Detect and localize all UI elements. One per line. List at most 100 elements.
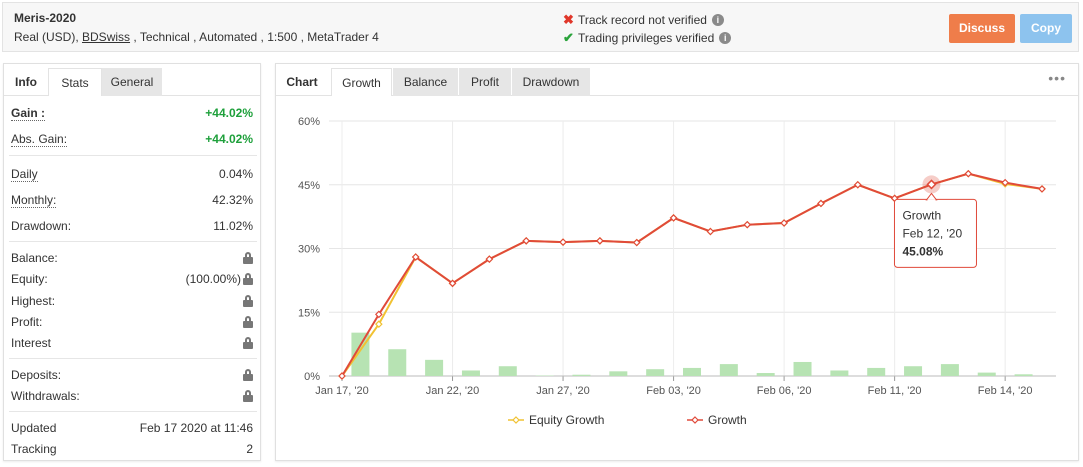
lock-icon bbox=[243, 316, 253, 328]
monthly-label[interactable]: Monthly: bbox=[11, 192, 57, 208]
highlight-point bbox=[926, 179, 937, 190]
daily-bar bbox=[498, 366, 517, 376]
stats-tabs: Info Stats General bbox=[4, 64, 260, 96]
monthly-row: Monthly: 42.32% bbox=[11, 190, 253, 210]
system-details: , Technical , Automated , 1:500 , MetaTr… bbox=[130, 30, 379, 44]
daily-row: Daily 0.04% bbox=[11, 164, 253, 184]
daily-label[interactable]: Daily bbox=[11, 166, 38, 182]
stats-panel: Info Stats General Gain : +44.02% Abs. G… bbox=[3, 63, 261, 461]
drawdown-row: Drawdown: 11.02% bbox=[11, 216, 253, 236]
discuss-button[interactable]: Discuss bbox=[949, 14, 1015, 43]
growth-point bbox=[411, 253, 420, 261]
tab-growth[interactable]: Growth bbox=[331, 68, 392, 96]
growth-point bbox=[338, 372, 346, 380]
y-tick-label: 30% bbox=[298, 244, 320, 256]
profit-label: Profit: bbox=[11, 315, 43, 329]
daily-bar bbox=[388, 349, 407, 376]
chart-panel: Chart Growth Balance Profit Drawdown •••… bbox=[275, 63, 1079, 461]
growth-legend-marker bbox=[691, 416, 699, 424]
withdrawals-row: Withdrawals: bbox=[11, 386, 253, 406]
growth-point bbox=[522, 237, 531, 245]
interest-label: Interest bbox=[11, 336, 52, 350]
updated-value: Feb 17 2020 at 11:46 bbox=[139, 421, 253, 435]
growth-point bbox=[964, 169, 973, 178]
trading-privileges-status: ✔ Trading privileges verified i bbox=[563, 30, 732, 46]
interest-row: Interest bbox=[11, 333, 253, 353]
system-header: Meris-2020 Real (USD), BDSwiss , Technic… bbox=[2, 2, 1079, 52]
cross-icon: ✖ bbox=[563, 12, 574, 27]
x-tick-label: Feb 14, '20 bbox=[978, 385, 1033, 397]
tab-drawdown[interactable]: Drawdown bbox=[512, 68, 590, 96]
daily-bar bbox=[572, 374, 591, 376]
info-icon[interactable]: i bbox=[719, 32, 732, 44]
y-tick-label: 60% bbox=[298, 116, 320, 128]
broker-link[interactable]: BDSwiss bbox=[82, 30, 131, 44]
growth-point bbox=[374, 310, 383, 319]
equity-value: (100.00%) bbox=[185, 272, 241, 286]
daily-value: 0.04% bbox=[218, 167, 253, 181]
track-record-text: Track record not verified bbox=[578, 13, 707, 27]
account-type: Real (USD), bbox=[14, 30, 83, 44]
y-tick-label: 15% bbox=[298, 307, 320, 319]
tab-general[interactable]: General bbox=[102, 68, 162, 96]
growth-point bbox=[559, 238, 567, 246]
check-icon: ✔ bbox=[563, 30, 574, 45]
growth-chart[interactable]: 0% 15% 30% 45% 60% Jan 17, '20 Jan 22, '20 Jan … bbox=[276, 97, 1078, 461]
tooltip-title: Growth bbox=[902, 208, 941, 222]
tracking-row: Tracking 2 bbox=[11, 439, 253, 459]
daily-bar bbox=[756, 373, 775, 376]
daily-bar bbox=[461, 370, 480, 376]
growth-legend-label: Growth bbox=[708, 413, 747, 427]
divider bbox=[9, 411, 257, 412]
copy-button[interactable]: Copy bbox=[1020, 14, 1072, 43]
growth-point bbox=[780, 219, 788, 227]
x-tick-label: Feb 11, '20 bbox=[868, 385, 922, 397]
lock-icon bbox=[243, 369, 253, 381]
x-tick-label: Jan 27, '20 bbox=[536, 385, 589, 397]
balance-row: Balance: bbox=[11, 248, 253, 268]
tracking-value: 2 bbox=[246, 442, 253, 456]
abs-gain-row: Abs. Gain: +44.02% bbox=[11, 129, 253, 149]
lock-icon bbox=[243, 273, 253, 285]
track-record-status: ✖ Track record not verified i bbox=[563, 12, 724, 28]
more-options-icon[interactable]: ••• bbox=[1048, 70, 1066, 86]
tab-stats[interactable]: Stats bbox=[48, 68, 102, 96]
balance-label: Balance: bbox=[11, 251, 58, 265]
tooltip-value: 45.08% bbox=[902, 244, 943, 258]
growth-point bbox=[706, 227, 715, 236]
info-icon[interactable]: i bbox=[711, 14, 724, 26]
lock-icon bbox=[243, 390, 253, 402]
daily-bar bbox=[1014, 374, 1033, 376]
withdrawals-label: Withdrawals: bbox=[11, 389, 80, 403]
tab-chart[interactable]: Chart bbox=[286, 75, 318, 89]
growth-point bbox=[743, 220, 752, 229]
drawdown-label: Drawdown: bbox=[11, 219, 72, 233]
daily-bar bbox=[425, 359, 444, 376]
daily-bar bbox=[646, 369, 665, 376]
gain-label[interactable]: Gain : bbox=[11, 105, 46, 121]
x-tick-label: Jan 22, '20 bbox=[426, 385, 479, 397]
growth-point bbox=[448, 279, 457, 288]
y-tick-label: 0% bbox=[304, 371, 320, 383]
tab-profit[interactable]: Profit bbox=[459, 68, 511, 96]
growth-point bbox=[632, 238, 641, 247]
growth-point bbox=[1001, 178, 1010, 187]
daily-bar bbox=[904, 366, 923, 376]
daily-bar bbox=[719, 364, 738, 376]
daily-bar bbox=[977, 372, 996, 376]
growth-point bbox=[1038, 185, 1046, 193]
divider bbox=[9, 241, 257, 242]
tab-info[interactable]: Info bbox=[15, 75, 37, 89]
daily-bar bbox=[793, 361, 812, 376]
tooltip-date: Feb 12, '20 bbox=[902, 226, 962, 240]
equity-growth-legend-marker bbox=[512, 416, 520, 424]
lock-icon bbox=[243, 252, 253, 264]
updated-row: Updated Feb 17 2020 at 11:46 bbox=[11, 418, 253, 438]
highest-row: Highest: bbox=[11, 291, 253, 311]
system-meta: Real (USD), BDSwiss , Technical , Automa… bbox=[14, 30, 379, 44]
drawdown-value: 11.02% bbox=[213, 219, 253, 233]
equity-growth-legend-label: Equity Growth bbox=[529, 413, 604, 427]
tab-balance[interactable]: Balance bbox=[393, 68, 458, 96]
abs-gain-label[interactable]: Abs. Gain: bbox=[11, 131, 68, 147]
growth-point bbox=[669, 214, 678, 222]
